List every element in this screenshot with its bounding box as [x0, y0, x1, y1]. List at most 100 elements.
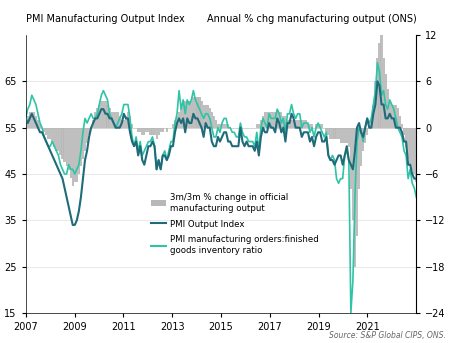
- Bar: [117, 112, 119, 128]
- Bar: [188, 100, 190, 128]
- Bar: [182, 100, 184, 128]
- Bar: [121, 120, 123, 128]
- Bar: [92, 120, 94, 128]
- Bar: [272, 112, 274, 128]
- Bar: [59, 128, 62, 155]
- Text: PMI Manufacturing Output Index: PMI Manufacturing Output Index: [26, 14, 184, 24]
- Bar: [205, 105, 207, 128]
- Bar: [49, 128, 51, 139]
- Bar: [286, 120, 288, 128]
- Bar: [39, 124, 41, 128]
- Bar: [413, 128, 415, 174]
- Bar: [274, 112, 276, 128]
- Bar: [47, 128, 49, 139]
- Bar: [78, 128, 80, 174]
- Bar: [268, 112, 270, 128]
- Bar: [68, 128, 70, 170]
- Bar: [35, 116, 37, 128]
- Bar: [111, 112, 112, 128]
- Bar: [143, 128, 145, 135]
- Bar: [338, 128, 340, 139]
- Bar: [399, 116, 401, 128]
- Bar: [270, 112, 272, 128]
- Bar: [27, 116, 29, 128]
- Bar: [333, 128, 336, 139]
- Bar: [70, 128, 72, 178]
- Bar: [348, 128, 350, 147]
- Bar: [33, 112, 35, 128]
- Bar: [215, 120, 217, 128]
- Text: Annual % chg manufacturing output (ONS): Annual % chg manufacturing output (ONS): [207, 14, 416, 24]
- Bar: [201, 100, 203, 128]
- Bar: [374, 81, 377, 128]
- Bar: [74, 128, 76, 182]
- Bar: [382, 58, 385, 128]
- Bar: [190, 100, 193, 128]
- Bar: [297, 120, 299, 128]
- Bar: [317, 124, 319, 128]
- Bar: [151, 128, 153, 135]
- Bar: [264, 112, 266, 128]
- Bar: [276, 112, 278, 128]
- Bar: [327, 128, 329, 135]
- Bar: [186, 100, 189, 128]
- Bar: [385, 74, 387, 128]
- Bar: [266, 112, 268, 128]
- Bar: [346, 128, 348, 143]
- Bar: [139, 128, 141, 131]
- Bar: [340, 128, 342, 143]
- Bar: [213, 116, 215, 128]
- Bar: [66, 128, 68, 166]
- Bar: [282, 116, 284, 128]
- Bar: [307, 124, 309, 128]
- Text: Source: S&P Global CIPS, ONS.: Source: S&P Global CIPS, ONS.: [328, 331, 446, 340]
- Bar: [211, 112, 213, 128]
- Bar: [256, 124, 258, 128]
- Bar: [389, 100, 391, 128]
- Bar: [288, 120, 291, 128]
- Bar: [180, 108, 182, 128]
- Bar: [76, 128, 78, 182]
- Bar: [344, 128, 346, 143]
- Bar: [350, 128, 352, 189]
- Bar: [362, 128, 364, 151]
- Bar: [409, 128, 411, 166]
- Bar: [401, 124, 403, 128]
- Bar: [108, 108, 111, 128]
- Bar: [147, 128, 149, 131]
- Bar: [43, 128, 45, 131]
- Bar: [84, 128, 86, 151]
- Bar: [262, 116, 264, 128]
- Bar: [100, 100, 103, 128]
- Bar: [98, 105, 100, 128]
- Bar: [370, 120, 373, 128]
- Bar: [280, 112, 283, 128]
- Legend: 3m/3m % change in official
manufacturing output, PMI Output Index, PMI manufactu: 3m/3m % change in official manufacturing…: [147, 190, 323, 258]
- Bar: [131, 124, 133, 128]
- Bar: [178, 112, 180, 128]
- Bar: [55, 128, 58, 151]
- Bar: [129, 116, 131, 128]
- Bar: [299, 120, 301, 128]
- Bar: [141, 128, 144, 135]
- Bar: [94, 112, 96, 128]
- Bar: [63, 128, 66, 162]
- Bar: [198, 97, 201, 128]
- Bar: [217, 124, 219, 128]
- Bar: [45, 128, 47, 135]
- Bar: [415, 128, 418, 182]
- Bar: [192, 97, 194, 128]
- Bar: [227, 124, 229, 128]
- Bar: [82, 128, 84, 158]
- Bar: [125, 116, 127, 128]
- Bar: [295, 120, 297, 128]
- Bar: [104, 100, 107, 128]
- Bar: [329, 128, 332, 139]
- Bar: [325, 128, 328, 131]
- Bar: [278, 112, 280, 128]
- Bar: [102, 100, 104, 128]
- Bar: [96, 108, 99, 128]
- Bar: [31, 112, 33, 128]
- Bar: [366, 128, 368, 135]
- Bar: [209, 108, 211, 128]
